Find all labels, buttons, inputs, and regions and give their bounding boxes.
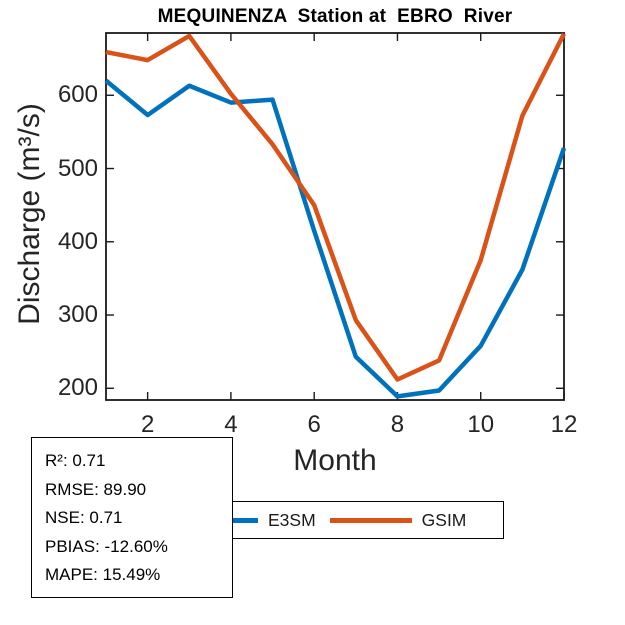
x-tick-label: 10 bbox=[467, 411, 495, 438]
series-line-e3sm bbox=[104, 78, 567, 399]
legend-line-sample-gsim bbox=[329, 517, 412, 523]
y-tick-label: 600 bbox=[57, 81, 98, 109]
legend-label-gsim: GSIM bbox=[421, 509, 467, 530]
stat-pbias: PBIAS: -12.60% bbox=[45, 536, 168, 556]
x-axis-label: Month bbox=[293, 444, 377, 477]
stat-mape: MAPE: 15.49% bbox=[45, 565, 161, 585]
y-axis-label: Discharge (m³/s) bbox=[13, 103, 46, 325]
x-tick-label: 2 bbox=[140, 411, 155, 438]
stat-nse: NSE: 0.71 bbox=[45, 508, 123, 528]
stat-rmse: RMSE: 89.90 bbox=[45, 479, 147, 499]
x-tick-label: 6 bbox=[307, 411, 321, 438]
legend-label-e3sm: E3SM bbox=[268, 509, 316, 530]
x-tick-label: 12 bbox=[550, 411, 578, 438]
x-tick-label: 8 bbox=[390, 411, 405, 438]
y-tick-label: 400 bbox=[57, 227, 98, 255]
chart-title: MEQUINENZA Station at EBRO River bbox=[157, 6, 513, 27]
stat-r2: R²: 0.71 bbox=[45, 451, 106, 470]
y-tick-label: 200 bbox=[57, 374, 98, 402]
stats-box: R²: 0.71 RMSE: 89.90 NSE: 0.71 PBIAS: -1… bbox=[31, 437, 233, 598]
x-tick-label: 4 bbox=[224, 411, 238, 438]
y-tick-label: 300 bbox=[57, 301, 98, 329]
y-tick-label: 500 bbox=[57, 154, 98, 182]
axes-box bbox=[105, 32, 565, 401]
series-line-gsim bbox=[105, 32, 567, 382]
